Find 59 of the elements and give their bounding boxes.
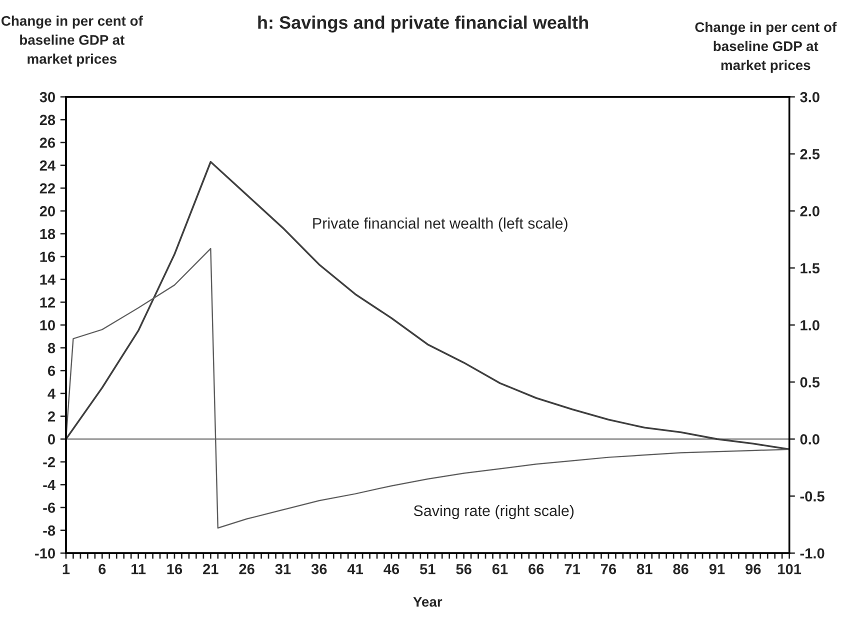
x-tick-label: 96 [746, 564, 761, 574]
y2-tick-label: 1.0 [800, 320, 820, 330]
annotation: Private financial net wealth (left scale) [313, 218, 568, 232]
y-tick-label: 16 [40, 252, 56, 262]
x-tick-label: 16 [167, 564, 182, 574]
x-tick-label: 61 [492, 564, 508, 574]
x-axis-title: Year [413, 597, 442, 607]
y-tick-label: 28 [40, 114, 56, 126]
x-tick-label: 26 [239, 564, 254, 574]
x-tick-label: 86 [673, 564, 688, 574]
y-tick-label: 8 [48, 342, 56, 354]
x-tick-label: 91 [709, 564, 725, 574]
y2-tick-label: 0.0 [800, 434, 820, 444]
y2-tick-label: -1.0 [800, 548, 824, 559]
x-tick-label: 76 [601, 564, 616, 574]
y-tick-label: 22 [40, 183, 55, 194]
line-series [66, 160, 790, 450]
line-series [66, 248, 790, 529]
x-tick-label: 41 [347, 564, 364, 574]
x-tick-label: 31 [275, 564, 291, 574]
y-tick-label: 2 [48, 411, 55, 422]
y-tick-label: -8 [43, 525, 56, 536]
annotation: Saving rate (right scale) [414, 504, 574, 520]
y-tick-label: 20 [40, 206, 55, 216]
y2-tick-label: 3.0 [800, 92, 820, 102]
y2-tick-label: -0.5 [800, 491, 824, 502]
x-tick-label: 6 [98, 564, 106, 574]
y2-axis-title: Change in per cent of baseline GDP at market prices [695, 22, 837, 73]
x-tick-label: 66 [528, 564, 544, 574]
x-tick-label: 21 [203, 564, 218, 574]
x-tick-label: 56 [456, 564, 472, 574]
x-tick-label: 1 [62, 564, 70, 574]
y-tick-label: 12 [40, 297, 55, 308]
y-tick-label: -10 [35, 548, 55, 559]
chart-title: h: Savings and private financial wealth [258, 16, 588, 33]
x-tick-label: 36 [311, 564, 327, 574]
x-tick-label: 101 [778, 564, 802, 574]
x-tick-label: 11 [132, 564, 146, 574]
y-tick-label: -6 [43, 502, 56, 513]
y-tick-label: 0 [48, 434, 55, 444]
y-tick-label: 18 [40, 228, 56, 240]
x-tick-label: 71 [564, 564, 580, 574]
y-tick-label: 14 [40, 274, 56, 285]
y-tick-label: 4 [48, 388, 56, 399]
y-tick-label: 26 [40, 138, 56, 148]
x-tick-label: 51 [420, 564, 436, 574]
y-tick-label: -4 [43, 480, 56, 490]
x-tick-label: 46 [384, 564, 400, 574]
x-tick-label: 81 [637, 564, 652, 574]
y2-tick-label: 0.5 [800, 377, 820, 388]
y2-tick-label: 2.5 [800, 149, 820, 160]
y-tick-label: 6 [48, 366, 56, 376]
y-tick-label: 30 [40, 92, 55, 102]
y-tick-label: 24 [40, 160, 56, 171]
y2-tick-label: 1.5 [800, 263, 820, 274]
y-tick-label: -2 [43, 456, 55, 468]
y2-tick-label: 2.0 [800, 206, 820, 216]
y-tick-label: 10 [40, 320, 55, 330]
y-axis-title: Change in per cent of baseline GDP at market prices [1, 16, 143, 67]
